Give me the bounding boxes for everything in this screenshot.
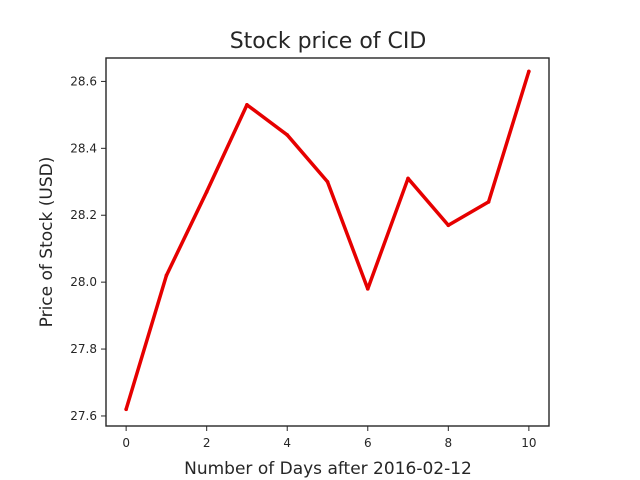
y-axis-ticks: 27.6 27.8 28.0 28.2 28.4 28.6 bbox=[70, 74, 106, 423]
data-point bbox=[325, 179, 330, 184]
series-points bbox=[124, 69, 531, 412]
data-point bbox=[527, 69, 531, 74]
y-tick-label: 27.8 bbox=[70, 342, 97, 356]
data-point bbox=[204, 190, 209, 194]
data-point bbox=[365, 287, 370, 291]
data-point bbox=[406, 176, 410, 181]
data-point bbox=[486, 200, 491, 204]
x-tick-label: 10 bbox=[521, 436, 536, 450]
y-axis-label: Price of Stock (USD) bbox=[37, 157, 57, 328]
y-tick-label: 28.2 bbox=[70, 208, 97, 222]
y-tick-label: 28.6 bbox=[70, 74, 97, 88]
x-tick-label: 4 bbox=[283, 436, 291, 450]
plot-frame bbox=[105, 57, 550, 427]
data-point bbox=[124, 407, 128, 412]
y-tick-label: 28.0 bbox=[70, 275, 97, 289]
data-point bbox=[245, 103, 249, 107]
y-tick-label: 27.6 bbox=[70, 409, 97, 423]
x-axis-label: Number of Days after 2016-02-12 bbox=[184, 459, 472, 479]
chart-title: Stock price of CID bbox=[230, 29, 427, 54]
x-tick-label: 8 bbox=[444, 436, 452, 450]
x-tick-label: 2 bbox=[203, 436, 211, 450]
data-point bbox=[446, 223, 451, 228]
x-tick-label: 6 bbox=[364, 436, 372, 450]
data-point bbox=[285, 133, 290, 137]
x-tick-label: 0 bbox=[122, 436, 130, 450]
y-tick-label: 28.4 bbox=[70, 141, 97, 155]
x-axis-ticks: 0 2 4 6 8 10 bbox=[122, 426, 537, 450]
data-point bbox=[164, 273, 169, 278]
